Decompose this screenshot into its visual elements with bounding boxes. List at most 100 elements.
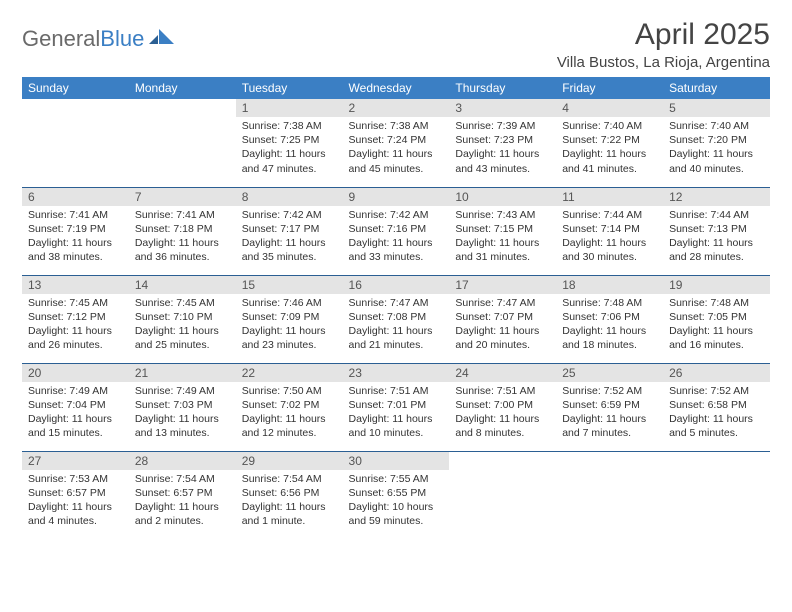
calendar-cell: 5Sunrise: 7:40 AMSunset: 7:20 PMDaylight… xyxy=(663,99,770,187)
daylight-line: Daylight: 11 hours and 26 minutes. xyxy=(28,324,123,352)
calendar-cell: 9Sunrise: 7:42 AMSunset: 7:16 PMDaylight… xyxy=(343,187,450,275)
calendar-cell xyxy=(663,451,770,539)
day-number: 21 xyxy=(129,364,236,382)
day-number: 2 xyxy=(343,99,450,117)
daylight-line: Daylight: 11 hours and 18 minutes. xyxy=(562,324,657,352)
sunrise-line: Sunrise: 7:38 AM xyxy=(242,119,337,133)
daylight-line: Daylight: 11 hours and 21 minutes. xyxy=(349,324,444,352)
calendar-cell: 15Sunrise: 7:46 AMSunset: 7:09 PMDayligh… xyxy=(236,275,343,363)
day-number: 10 xyxy=(449,188,556,206)
sunrise-line: Sunrise: 7:48 AM xyxy=(562,296,657,310)
day-details: Sunrise: 7:49 AMSunset: 7:04 PMDaylight:… xyxy=(22,382,129,445)
calendar-row: 6Sunrise: 7:41 AMSunset: 7:19 PMDaylight… xyxy=(22,187,770,275)
weekday-header: Monday xyxy=(129,77,236,99)
calendar-cell: 2Sunrise: 7:38 AMSunset: 7:24 PMDaylight… xyxy=(343,99,450,187)
calendar-cell: 6Sunrise: 7:41 AMSunset: 7:19 PMDaylight… xyxy=(22,187,129,275)
daylight-line: Daylight: 11 hours and 33 minutes. xyxy=(349,236,444,264)
sunset-line: Sunset: 7:18 PM xyxy=(135,222,230,236)
daylight-line: Daylight: 11 hours and 38 minutes. xyxy=(28,236,123,264)
brand-text: GeneralBlue xyxy=(22,26,144,52)
day-number: 6 xyxy=(22,188,129,206)
day-details: Sunrise: 7:42 AMSunset: 7:16 PMDaylight:… xyxy=(343,206,450,269)
sunrise-line: Sunrise: 7:51 AM xyxy=(455,384,550,398)
sunrise-line: Sunrise: 7:40 AM xyxy=(669,119,764,133)
sunset-line: Sunset: 7:25 PM xyxy=(242,133,337,147)
daylight-line: Daylight: 11 hours and 35 minutes. xyxy=(242,236,337,264)
sunrise-line: Sunrise: 7:51 AM xyxy=(349,384,444,398)
sunrise-line: Sunrise: 7:46 AM xyxy=(242,296,337,310)
day-number: 27 xyxy=(22,452,129,470)
calendar-cell: 13Sunrise: 7:45 AMSunset: 7:12 PMDayligh… xyxy=(22,275,129,363)
day-details: Sunrise: 7:45 AMSunset: 7:12 PMDaylight:… xyxy=(22,294,129,357)
day-details: Sunrise: 7:46 AMSunset: 7:09 PMDaylight:… xyxy=(236,294,343,357)
sunrise-line: Sunrise: 7:39 AM xyxy=(455,119,550,133)
calendar-cell: 4Sunrise: 7:40 AMSunset: 7:22 PMDaylight… xyxy=(556,99,663,187)
day-number: 1 xyxy=(236,99,343,117)
title-block: April 2025 Villa Bustos, La Rioja, Argen… xyxy=(557,18,770,71)
day-details: Sunrise: 7:52 AMSunset: 6:59 PMDaylight:… xyxy=(556,382,663,445)
month-title: April 2025 xyxy=(557,18,770,52)
sunrise-line: Sunrise: 7:54 AM xyxy=(135,472,230,486)
daylight-line: Daylight: 11 hours and 47 minutes. xyxy=(242,147,337,175)
sunset-line: Sunset: 6:57 PM xyxy=(135,486,230,500)
day-number: 14 xyxy=(129,276,236,294)
sunrise-line: Sunrise: 7:43 AM xyxy=(455,208,550,222)
day-details: Sunrise: 7:53 AMSunset: 6:57 PMDaylight:… xyxy=(22,470,129,533)
day-details: Sunrise: 7:50 AMSunset: 7:02 PMDaylight:… xyxy=(236,382,343,445)
sunset-line: Sunset: 7:10 PM xyxy=(135,310,230,324)
day-number: 11 xyxy=(556,188,663,206)
weekday-header: Tuesday xyxy=(236,77,343,99)
day-number: 17 xyxy=(449,276,556,294)
day-details: Sunrise: 7:51 AMSunset: 7:01 PMDaylight:… xyxy=(343,382,450,445)
daylight-line: Daylight: 11 hours and 40 minutes. xyxy=(669,147,764,175)
sunrise-line: Sunrise: 7:41 AM xyxy=(135,208,230,222)
day-details: Sunrise: 7:52 AMSunset: 6:58 PMDaylight:… xyxy=(663,382,770,445)
weekday-header: Saturday xyxy=(663,77,770,99)
daylight-line: Daylight: 11 hours and 30 minutes. xyxy=(562,236,657,264)
day-details: Sunrise: 7:54 AMSunset: 6:56 PMDaylight:… xyxy=(236,470,343,533)
day-details: Sunrise: 7:45 AMSunset: 7:10 PMDaylight:… xyxy=(129,294,236,357)
sunrise-line: Sunrise: 7:50 AM xyxy=(242,384,337,398)
daylight-line: Daylight: 11 hours and 31 minutes. xyxy=(455,236,550,264)
day-number: 18 xyxy=(556,276,663,294)
calendar-cell: 1Sunrise: 7:38 AMSunset: 7:25 PMDaylight… xyxy=(236,99,343,187)
calendar-cell xyxy=(22,99,129,187)
sunset-line: Sunset: 7:15 PM xyxy=(455,222,550,236)
sunset-line: Sunset: 7:08 PM xyxy=(349,310,444,324)
daylight-line: Daylight: 11 hours and 4 minutes. xyxy=(28,500,123,528)
header: GeneralBlue April 2025 Villa Bustos, La … xyxy=(22,18,770,71)
sunrise-line: Sunrise: 7:47 AM xyxy=(349,296,444,310)
day-details: Sunrise: 7:41 AMSunset: 7:19 PMDaylight:… xyxy=(22,206,129,269)
calendar-cell: 29Sunrise: 7:54 AMSunset: 6:56 PMDayligh… xyxy=(236,451,343,539)
sunset-line: Sunset: 7:09 PM xyxy=(242,310,337,324)
sunrise-line: Sunrise: 7:42 AM xyxy=(349,208,444,222)
sunset-line: Sunset: 7:22 PM xyxy=(562,133,657,147)
sunset-line: Sunset: 7:00 PM xyxy=(455,398,550,412)
day-number: 30 xyxy=(343,452,450,470)
day-details: Sunrise: 7:39 AMSunset: 7:23 PMDaylight:… xyxy=(449,117,556,180)
sunrise-line: Sunrise: 7:42 AM xyxy=(242,208,337,222)
calendar-cell xyxy=(556,451,663,539)
day-number: 29 xyxy=(236,452,343,470)
day-number: 16 xyxy=(343,276,450,294)
calendar-cell: 26Sunrise: 7:52 AMSunset: 6:58 PMDayligh… xyxy=(663,363,770,451)
sunset-line: Sunset: 7:19 PM xyxy=(28,222,123,236)
day-details: Sunrise: 7:42 AMSunset: 7:17 PMDaylight:… xyxy=(236,206,343,269)
daylight-line: Daylight: 11 hours and 5 minutes. xyxy=(669,412,764,440)
calendar-cell xyxy=(129,99,236,187)
calendar-cell: 10 Sunrise: 7:43 AMSunset: 7:15 PMDayligh… xyxy=(449,187,556,275)
weekday-header: Sunday xyxy=(22,77,129,99)
day-details: Sunrise: 7:38 AMSunset: 7:25 PMDaylight:… xyxy=(236,117,343,180)
day-details: Sunrise: 7:48 AMSunset: 7:05 PMDaylight:… xyxy=(663,294,770,357)
daylight-line: Daylight: 11 hours and 7 minutes. xyxy=(562,412,657,440)
sunrise-line: Sunrise: 7:52 AM xyxy=(669,384,764,398)
sunrise-line: Sunrise: 7:40 AM xyxy=(562,119,657,133)
sunset-line: Sunset: 7:24 PM xyxy=(349,133,444,147)
day-details: Sunrise: 7:47 AMSunset: 7:07 PMDaylight:… xyxy=(449,294,556,357)
calendar-cell: 25Sunrise: 7:52 AMSunset: 6:59 PMDayligh… xyxy=(556,363,663,451)
daylight-line: Daylight: 11 hours and 10 minutes. xyxy=(349,412,444,440)
day-details: Sunrise: 7:54 AMSunset: 6:57 PMDaylight:… xyxy=(129,470,236,533)
calendar-cell: 28Sunrise: 7:54 AMSunset: 6:57 PMDayligh… xyxy=(129,451,236,539)
day-details: Sunrise: 7:40 AMSunset: 7:20 PMDaylight:… xyxy=(663,117,770,180)
sunset-line: Sunset: 7:17 PM xyxy=(242,222,337,236)
